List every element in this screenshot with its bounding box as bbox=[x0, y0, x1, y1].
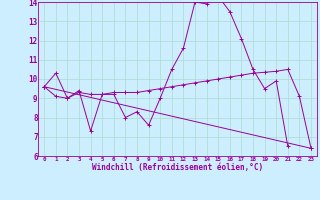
X-axis label: Windchill (Refroidissement éolien,°C): Windchill (Refroidissement éolien,°C) bbox=[92, 163, 263, 172]
